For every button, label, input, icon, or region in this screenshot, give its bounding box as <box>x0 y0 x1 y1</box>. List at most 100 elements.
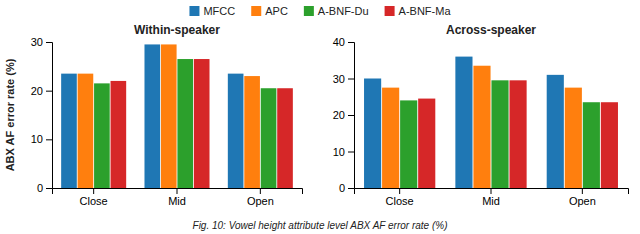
x-tick: Mid <box>482 188 500 207</box>
y-tick-mark <box>46 42 52 43</box>
chart-container: 0 10 20 30 Close Mid Open Within-speaker ABX AF … <box>0 0 640 234</box>
y-tick: 10 <box>31 133 52 145</box>
bar <box>228 74 244 188</box>
caption: Fig. 10: Vowel height attribute level AB… <box>193 220 448 231</box>
bar <box>194 59 210 188</box>
x-tick: Close <box>80 188 108 207</box>
bar-series <box>418 80 618 188</box>
panel-title: Across-speaker <box>446 23 536 37</box>
legend-label: A-BNF-Ma <box>399 5 452 17</box>
legend-label: A-BNF-Du <box>318 5 369 17</box>
panel-title: Within-speaker <box>134 23 220 37</box>
bar <box>547 75 564 188</box>
x-tick-mark <box>260 188 261 194</box>
x-tick-label: Mid <box>168 195 186 207</box>
y-tick-mark <box>348 188 354 189</box>
bar <box>94 83 110 188</box>
bar <box>244 76 260 188</box>
bar <box>111 81 127 188</box>
y-tick: 0 <box>339 182 354 194</box>
y-tick: 30 <box>333 73 354 85</box>
y-tick-label: 0 <box>339 182 345 194</box>
y-tick-mark <box>46 188 52 189</box>
y-axis: 0 10 20 30 40 <box>333 36 355 194</box>
bar <box>364 79 381 189</box>
x-tick-label: Mid <box>482 195 500 207</box>
x-tick: Mid <box>168 188 186 207</box>
y-tick: 20 <box>333 109 354 121</box>
x-tick-label: Close <box>80 195 108 207</box>
legend-item: APC <box>251 5 288 17</box>
y-tick-mark <box>348 79 354 80</box>
y-tick: 0 <box>37 182 52 194</box>
y-tick-label: 20 <box>333 109 345 121</box>
x-tick-label: Open <box>569 195 596 207</box>
bar <box>455 57 472 188</box>
x-tick-mark <box>582 188 583 194</box>
panel: 0 10 20 30 40 Close Mid Open Across-speaker <box>333 23 629 207</box>
bar <box>565 88 582 188</box>
x-tick: Close <box>386 188 414 207</box>
axis-line <box>46 43 53 189</box>
legend-swatch <box>385 6 395 16</box>
legend-swatch <box>251 6 261 16</box>
bar <box>61 74 77 188</box>
bar-series <box>382 66 582 188</box>
y-tick-mark <box>348 115 354 116</box>
bar-series <box>400 80 600 188</box>
y-tick-mark <box>46 139 52 140</box>
bar-series <box>61 44 243 188</box>
bar <box>78 74 94 188</box>
y-axis: 0 10 20 30 <box>31 36 53 194</box>
y-tick-label: 30 <box>333 73 345 85</box>
legend-item: A-BNF-Du <box>304 5 369 17</box>
chart-svg: 0 10 20 30 Close Mid Open Within-speaker ABX AF … <box>0 0 640 234</box>
x-axis: Close Mid Open <box>355 188 629 207</box>
bar <box>601 102 618 188</box>
x-tick-mark <box>93 188 94 194</box>
bar-series <box>94 59 276 188</box>
y-tick-mark <box>348 42 354 43</box>
y-tick-mark <box>46 91 52 92</box>
bars <box>61 44 293 188</box>
y-tick-label: 20 <box>31 85 43 97</box>
bar <box>418 99 435 188</box>
bar <box>261 88 277 188</box>
legend-item: A-BNF-Ma <box>385 5 452 17</box>
bar <box>382 88 399 188</box>
bar <box>400 100 417 188</box>
x-tick-mark <box>177 188 178 194</box>
x-axis: Close Mid Open <box>53 188 303 207</box>
x-tick: Open <box>247 188 274 207</box>
bar <box>144 44 160 188</box>
y-tick-label: 40 <box>333 36 345 48</box>
bar <box>509 80 526 188</box>
legend-label: MFCC <box>203 5 235 17</box>
bar <box>161 44 177 188</box>
bar-series <box>364 57 564 188</box>
bar <box>473 66 490 188</box>
bar <box>583 102 600 188</box>
x-tick-label: Open <box>247 195 274 207</box>
y-tick: 10 <box>333 146 354 158</box>
y-tick-mark <box>348 152 354 153</box>
bar-series <box>111 59 293 188</box>
y-tick-label: 30 <box>31 36 43 48</box>
y-tick: 20 <box>31 85 52 97</box>
legend: MFCC APC A-BNF-Du A-BNF-Ma <box>189 5 451 17</box>
legend-swatch <box>189 6 199 16</box>
y-tick-label: 10 <box>31 133 43 145</box>
y-axis-title: ABX AF error rate (%) <box>4 58 16 171</box>
y-tick: 40 <box>333 36 354 48</box>
legend-item: MFCC <box>189 5 235 17</box>
axis-line <box>53 189 303 195</box>
x-tick-label: Close <box>386 195 414 207</box>
bar <box>491 80 508 188</box>
legend-label: APC <box>265 5 288 17</box>
y-tick: 30 <box>31 36 52 48</box>
y-tick-label: 0 <box>37 182 43 194</box>
x-tick-mark <box>491 188 492 194</box>
legend-swatch <box>304 6 314 16</box>
x-tick-mark <box>399 188 400 194</box>
axis-line <box>355 189 629 195</box>
